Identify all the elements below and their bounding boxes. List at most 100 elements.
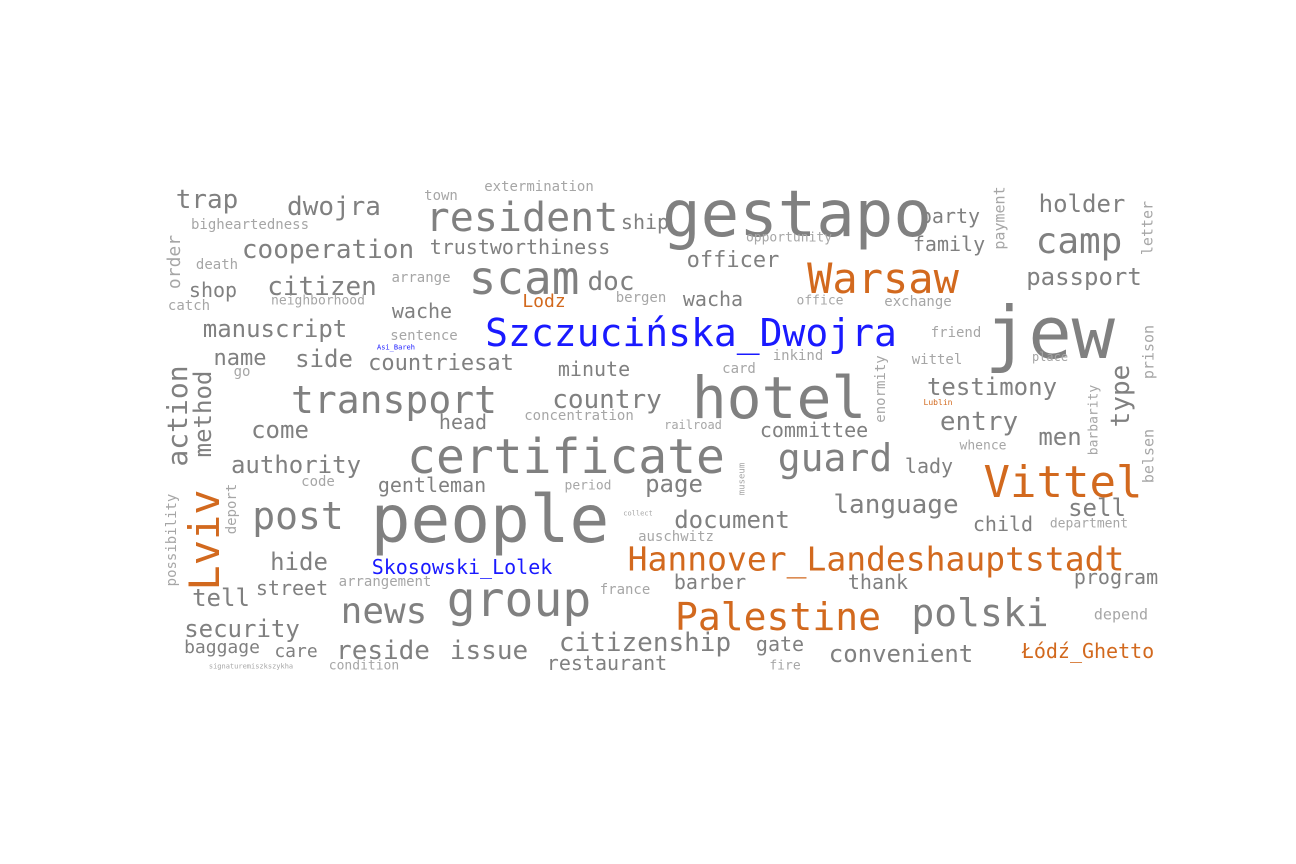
word-wittel: wittel: [911, 352, 963, 368]
word-head: head: [438, 410, 488, 434]
word-wache: wache: [391, 299, 453, 323]
word-signature: signaturemiszkszykha: [208, 662, 294, 671]
word-condition: condition: [328, 658, 400, 674]
word-passport: passport: [1026, 263, 1142, 291]
word-lodz-ghetto: Łódź_Ghetto: [1021, 639, 1155, 663]
word-office: office: [796, 293, 844, 309]
word-post: post: [252, 494, 344, 538]
word-sentence: sentence: [390, 328, 458, 344]
word-asi-bareh: Asi_Bareh: [377, 343, 415, 352]
word-catch: catch: [167, 298, 211, 314]
word-name: name: [213, 346, 267, 371]
word-department: department: [1049, 516, 1129, 532]
word-lodz: Lodz: [522, 291, 566, 312]
word-group: group: [446, 572, 592, 628]
word-auschwitz: auschwitz: [638, 529, 714, 545]
word-sell: sell: [1068, 494, 1126, 522]
word-arrange: arrange: [391, 270, 451, 286]
word-opportunity: opportunity: [745, 230, 833, 246]
word-document: document: [674, 506, 790, 534]
word-page: page: [645, 470, 703, 498]
word-arrangement: arrangement: [338, 574, 432, 590]
word-trustworthiness: trustworthiness: [429, 235, 611, 259]
word-warsaw: Warsaw: [807, 254, 959, 303]
word-holder: holder: [1038, 190, 1126, 218]
word-party: party: [919, 204, 981, 228]
word-lady: lady: [904, 454, 954, 478]
word-camp: camp: [1035, 221, 1123, 262]
word-skosowski-lolek: Skosowski_Lolek: [371, 555, 553, 579]
word-szczucinska-dwojra: Szczucińska_Dwojra: [485, 311, 897, 355]
word-street: street: [255, 576, 329, 600]
word-possibility: possibility: [164, 493, 180, 587]
word-countriesat: countriesat: [368, 351, 514, 376]
word-entry: entry: [939, 407, 1019, 437]
word-hide: hide: [270, 548, 328, 576]
word-neighborhood: neighborhood: [271, 293, 365, 309]
word-lviv: Lviv: [180, 489, 229, 591]
word-depend: depend: [1093, 605, 1149, 624]
word-concentration: concentration: [524, 408, 634, 424]
word-hotel: hotel: [691, 364, 867, 432]
word-restaurant: restaurant: [546, 651, 668, 675]
word-gentleman: gentleman: [377, 473, 487, 497]
word-payment: payment: [990, 186, 1009, 250]
word-railroad: railroad: [664, 418, 722, 432]
word-ship: ship: [620, 210, 670, 234]
word-go: go: [233, 364, 251, 380]
word-wacha: wacha: [682, 287, 744, 311]
word-enormity: enormity: [873, 355, 889, 423]
word-hannover: Hannover_Landeshauptstadt: [627, 539, 1125, 579]
word-code: code: [301, 474, 335, 490]
word-manuscript: manuscript: [202, 315, 348, 343]
word-guard: guard: [777, 436, 893, 480]
word-language: language: [833, 490, 959, 520]
word-period: period: [564, 478, 612, 494]
word-shop: shop: [188, 278, 238, 302]
word-belsen: belsen: [1139, 428, 1158, 484]
word-extermination: extermination: [484, 179, 594, 195]
word-lublin: Lublin: [923, 398, 953, 407]
word-inkind: inkind: [772, 348, 824, 364]
word-child: child: [972, 512, 1034, 536]
word-authority: authority: [230, 451, 362, 479]
word-committee: committee: [759, 418, 869, 442]
word-town: town: [424, 188, 458, 204]
word-issue: issue: [449, 636, 529, 666]
word-barbarity: barbarity: [1086, 384, 1102, 456]
word-fire: fire: [769, 658, 801, 674]
word-action: action: [161, 365, 194, 467]
word-tell: tell: [192, 584, 250, 612]
word-citizen: citizen: [267, 272, 377, 302]
word-care: care: [274, 641, 318, 662]
word-friend: friend: [930, 325, 982, 341]
word-bigheartedness: bigheartedness: [190, 217, 310, 233]
word-side: side: [295, 345, 353, 373]
word-whence: whence: [959, 438, 1007, 454]
word-method: method: [189, 370, 217, 458]
word-officer: officer: [686, 248, 780, 273]
word-letter: letter: [1138, 200, 1157, 256]
word-card: card: [722, 361, 756, 377]
word-men: men: [1038, 423, 1082, 451]
word-barber: barber: [673, 570, 747, 594]
word-family: family: [912, 232, 986, 256]
word-france: france: [599, 582, 651, 598]
word-convenient: convenient: [828, 640, 974, 668]
word-resident: resident: [425, 195, 619, 241]
word-place: place: [1031, 350, 1069, 364]
word-certificate: certificate: [407, 429, 725, 485]
word-museum: museum: [737, 462, 748, 496]
word-palestine: Palestine: [675, 595, 881, 639]
word-trap: trap: [175, 185, 239, 215]
word-thank: thank: [847, 570, 909, 594]
word-transport: transport: [291, 378, 497, 422]
word-death: death: [195, 257, 239, 273]
word-baggage: baggage: [184, 637, 260, 658]
word-cooperation: cooperation: [241, 235, 415, 265]
word-gate: gate: [755, 632, 805, 656]
word-prison: prison: [1139, 324, 1158, 380]
word-country: country: [552, 385, 662, 415]
word-jew: jew: [984, 291, 1116, 375]
